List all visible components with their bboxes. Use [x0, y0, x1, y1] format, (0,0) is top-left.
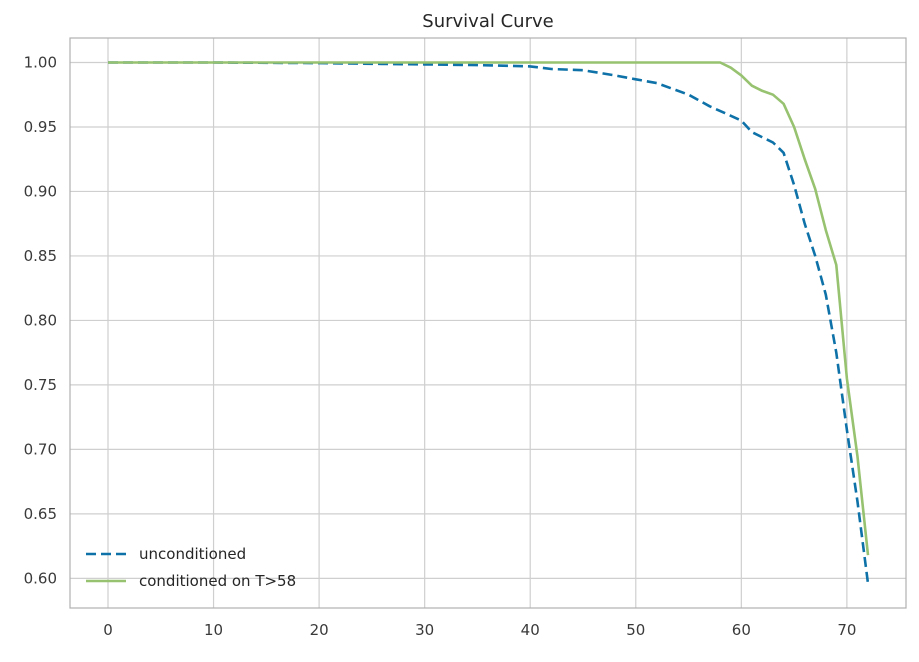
- chart-title: Survival Curve: [422, 11, 553, 32]
- y-tick-label: 0.90: [24, 182, 57, 200]
- x-tick-label: 30: [415, 621, 434, 639]
- y-tick-label: 0.80: [24, 311, 57, 329]
- plot-frame: [69, 37, 907, 609]
- y-tick-label: 0.75: [24, 376, 57, 394]
- y-tick-label: 0.95: [24, 118, 57, 136]
- x-tick-label: 0: [103, 621, 113, 639]
- x-tick-label: 10: [204, 621, 223, 639]
- legend-label: conditioned on T>58: [139, 572, 296, 590]
- series-lines: [108, 61, 870, 584]
- x-tick-label: 40: [521, 621, 540, 639]
- x-tick-label: 70: [837, 621, 856, 639]
- x-axis-ticks: 0 10 20 30 40 50 60 70: [103, 621, 856, 639]
- y-tick-label: 0.85: [24, 247, 57, 265]
- series-line-0: [108, 61, 870, 584]
- legend-label: unconditioned: [139, 545, 246, 563]
- x-tick-label: 20: [310, 621, 329, 639]
- x-tick-label: 60: [732, 621, 751, 639]
- y-tick-label: 1.00: [24, 54, 57, 72]
- grid-lines: [70, 38, 906, 608]
- y-axis-ticks: 0.60 0.65 0.70 0.75 0.80 0.85 0.90 0.95 1.00: [24, 54, 57, 588]
- y-tick-label: 0.60: [24, 569, 57, 587]
- legend: unconditioned conditioned on T>58: [86, 545, 296, 590]
- y-tick-label: 0.65: [24, 505, 57, 523]
- x-tick-label: 50: [626, 621, 645, 639]
- y-tick-label: 0.70: [24, 440, 57, 458]
- series-line-1: [108, 61, 870, 556]
